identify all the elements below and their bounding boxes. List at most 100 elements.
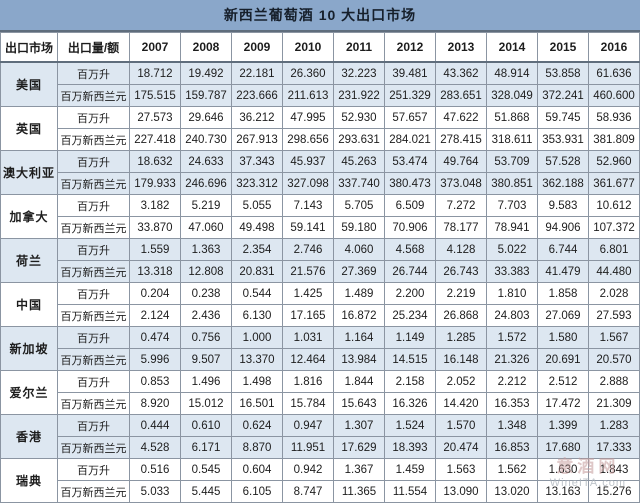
value-cell: 4.568 [384, 238, 436, 261]
value-cell: 7.143 [282, 194, 334, 217]
value-cell: 2.219 [435, 282, 487, 305]
market-name-cell: 英国 [0, 106, 58, 151]
value-cell: 1.283 [588, 414, 640, 437]
value-cell: 26.360 [282, 61, 334, 85]
value-cell: 362.188 [537, 172, 589, 195]
value-cell: 49.764 [435, 150, 487, 173]
value-cell: 1.489 [333, 282, 385, 305]
value-cell: 21.576 [282, 260, 334, 283]
value-cell: 1.367 [333, 458, 385, 481]
value-cell: 0.853 [129, 370, 181, 393]
value-cell: 5.055 [231, 194, 283, 217]
value-cell: 11.951 [282, 436, 334, 459]
value-cell: 58.936 [588, 106, 640, 129]
value-cell: 4.528 [129, 436, 181, 459]
value-cell: 21.326 [486, 348, 538, 371]
value-cell: 2.354 [231, 238, 283, 261]
unit-label-cell: 百万新西兰元 [57, 480, 130, 503]
value-cell: 20.474 [435, 436, 487, 459]
value-cell: 11.365 [333, 480, 385, 503]
unit-label-cell: 百万新西兰元 [57, 436, 130, 459]
market-name-cell: 荷兰 [0, 238, 58, 283]
unit-label-cell: 百万新西兰元 [57, 172, 130, 195]
value-cell: 16.872 [333, 304, 385, 327]
value-cell: 16.326 [384, 392, 436, 415]
value-cell: 381.809 [588, 128, 640, 151]
value-cell: 13.370 [231, 348, 283, 371]
value-cell: 1.498 [231, 370, 283, 393]
unit-label-cell: 百万新西兰元 [57, 304, 130, 327]
value-cell: 19.492 [180, 61, 232, 85]
value-cell: 26.743 [435, 260, 487, 283]
value-cell: 1.630 [537, 458, 589, 481]
market-name-cell: 香港 [0, 414, 58, 459]
value-cell: 284.021 [384, 128, 436, 151]
market-volume-row: 香港 百万升 0.444 0.610 0.624 0.947 1.307 1.524 1.570… [0, 414, 640, 459]
export-markets-table: 出口市场 出口量/额 2007 2008 2009 2010 2011 2012… [0, 32, 640, 503]
value-cell: 6.171 [180, 436, 232, 459]
value-cell: 2.052 [435, 370, 487, 393]
market-value-row: 百万新西兰元 5.996 9.507 13.370 12.464 13.984 14.515… [1, 348, 640, 371]
value-cell: 0.942 [282, 458, 334, 481]
market-name-cell: 中国 [0, 282, 58, 327]
header-year: 2016 [588, 32, 640, 63]
value-cell: 11.554 [384, 480, 436, 503]
value-cell: 8.747 [282, 480, 334, 503]
value-cell: 293.631 [333, 128, 385, 151]
value-cell: 1.810 [486, 282, 538, 305]
value-cell: 59.141 [282, 216, 334, 239]
value-cell: 9.507 [180, 348, 232, 371]
market-volume-row: 瑞典 百万升 0.516 0.545 0.604 0.942 1.367 1.459 1.563… [0, 458, 640, 503]
value-cell: 159.787 [180, 84, 232, 107]
header-year: 2014 [486, 32, 538, 63]
value-cell: 10.612 [588, 194, 640, 217]
value-cell: 298.656 [282, 128, 334, 151]
header-export-market: 出口市场 [0, 32, 58, 63]
value-cell: 6.801 [588, 238, 640, 261]
market-volume-row: 荷兰 百万升 1.559 1.363 2.354 2.746 4.060 4.568 4.128… [0, 238, 640, 283]
value-cell: 27.369 [333, 260, 385, 283]
market-volume-row: 美国 百万升 18.712 19.492 22.181 26.360 32.223 39.48… [0, 61, 640, 107]
value-cell: 2.512 [537, 370, 589, 393]
value-cell: 17.165 [282, 304, 334, 327]
value-cell: 41.479 [537, 260, 589, 283]
value-cell: 53.474 [384, 150, 436, 173]
value-cell: 13.163 [537, 480, 589, 503]
value-cell: 1.496 [180, 370, 232, 393]
market-volume-row: 英国 百万升 27.573 29.646 36.212 47.995 52.930 57.65… [0, 106, 640, 151]
value-cell: 0.544 [231, 282, 283, 305]
table-title: 新西兰葡萄酒 10 大出口市场 [0, 0, 640, 32]
market-volume-row: 澳大利亚 百万升 18.632 24.633 37.343 45.937 45.263 53.… [0, 150, 640, 195]
value-cell: 33.383 [486, 260, 538, 283]
value-cell: 15.643 [333, 392, 385, 415]
value-cell: 9.583 [537, 194, 589, 217]
market-value-row: 百万新西兰元 8.920 15.012 16.501 15.784 15.643 16.32… [1, 392, 640, 415]
market-value-row: 百万新西兰元 227.418 240.730 267.913 298.656 293.63… [1, 128, 640, 151]
unit-label-cell: 百万升 [57, 150, 130, 173]
value-cell: 1.580 [537, 326, 589, 349]
value-cell: 1.563 [435, 458, 487, 481]
value-cell: 1.031 [282, 326, 334, 349]
value-cell: 372.241 [537, 84, 589, 107]
value-cell: 8.870 [231, 436, 283, 459]
header-year: 2008 [180, 32, 232, 63]
value-cell: 20.831 [231, 260, 283, 283]
market-volume-row: 爱尔兰 百万升 0.853 1.496 1.498 1.816 1.844 2.158 2.05… [0, 370, 640, 415]
value-cell: 3.182 [129, 194, 181, 217]
value-cell: 45.263 [333, 150, 385, 173]
value-cell: 24.803 [486, 304, 538, 327]
header-year: 2012 [384, 32, 436, 63]
value-cell: 380.851 [486, 172, 538, 195]
value-cell: 15.784 [282, 392, 334, 415]
unit-label-cell: 百万新西兰元 [57, 128, 130, 151]
value-cell: 27.069 [537, 304, 589, 327]
value-cell: 20.691 [537, 348, 589, 371]
value-cell: 29.646 [180, 106, 232, 129]
value-cell: 1.858 [537, 282, 589, 305]
market-name-cell: 澳大利亚 [0, 150, 58, 195]
value-cell: 59.180 [333, 216, 385, 239]
value-cell: 1.425 [282, 282, 334, 305]
value-cell: 61.636 [588, 61, 640, 85]
value-cell: 5.219 [180, 194, 232, 217]
